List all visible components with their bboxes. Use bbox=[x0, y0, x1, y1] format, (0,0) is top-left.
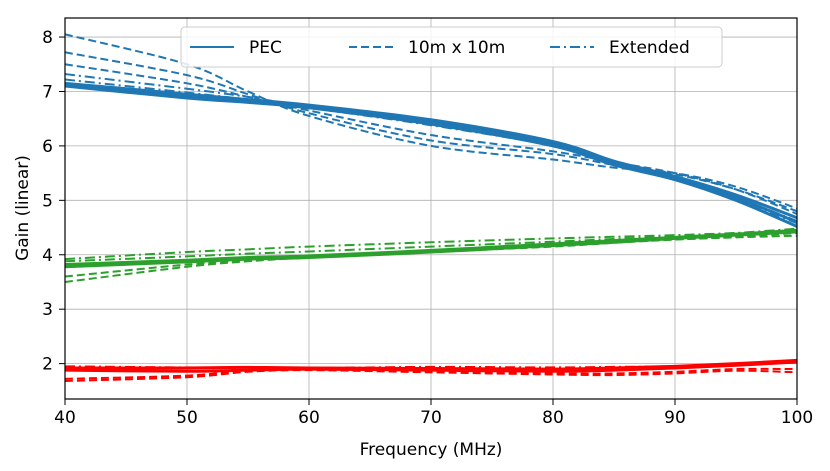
series-line-red-dashdot-18 bbox=[64, 361, 798, 369]
y-tick-label: 6 bbox=[42, 137, 53, 157]
y-tick-label: 5 bbox=[42, 191, 53, 211]
x-tick-label: 50 bbox=[176, 408, 198, 428]
series-line-red-solid-15 bbox=[64, 360, 798, 373]
series-line-green-dashed-11 bbox=[64, 234, 798, 278]
x-tick-label: 90 bbox=[664, 408, 686, 428]
ticks: 40 50 60 70 80 90 100 2 3 4 5 6 7 8 bbox=[42, 28, 813, 428]
x-axis-label: Frequency (MHz) bbox=[360, 440, 503, 460]
y-tick-label: 2 bbox=[42, 355, 53, 375]
legend-label-solid: PEC bbox=[249, 38, 282, 58]
series-line-blue-dashdot-7 bbox=[64, 78, 798, 225]
x-tick-label: 40 bbox=[54, 408, 76, 428]
x-tick-label: 60 bbox=[298, 408, 320, 428]
legend: PEC 10m x 10m Extended bbox=[180, 26, 723, 68]
x-tick-label: 100 bbox=[781, 408, 813, 428]
y-tick-label: 8 bbox=[42, 28, 53, 48]
legend-label-dashdot: Extended bbox=[609, 38, 690, 58]
x-tick-label: 70 bbox=[420, 408, 442, 428]
y-tick-label: 3 bbox=[42, 300, 53, 320]
y-tick-label: 4 bbox=[42, 246, 53, 266]
series-lines bbox=[64, 33, 798, 383]
series-line-red-dashed-17 bbox=[64, 367, 798, 380]
series-line-blue-dashed-5 bbox=[64, 63, 798, 215]
x-tick-label: 80 bbox=[542, 408, 564, 428]
legend-label-dashed: 10m x 10m bbox=[408, 38, 505, 58]
legend-box bbox=[180, 26, 723, 68]
series-line-blue-dashed-3 bbox=[64, 33, 798, 210]
y-tick-label: 7 bbox=[42, 82, 53, 102]
series-line-blue-solid-2 bbox=[64, 81, 798, 220]
series-line-blue-dashdot-6 bbox=[64, 73, 798, 222]
y-axis-label: Gain (linear) bbox=[13, 155, 33, 261]
series-line-green-dashdot-13 bbox=[64, 227, 798, 263]
series-line-red-dashed-16 bbox=[64, 369, 798, 383]
